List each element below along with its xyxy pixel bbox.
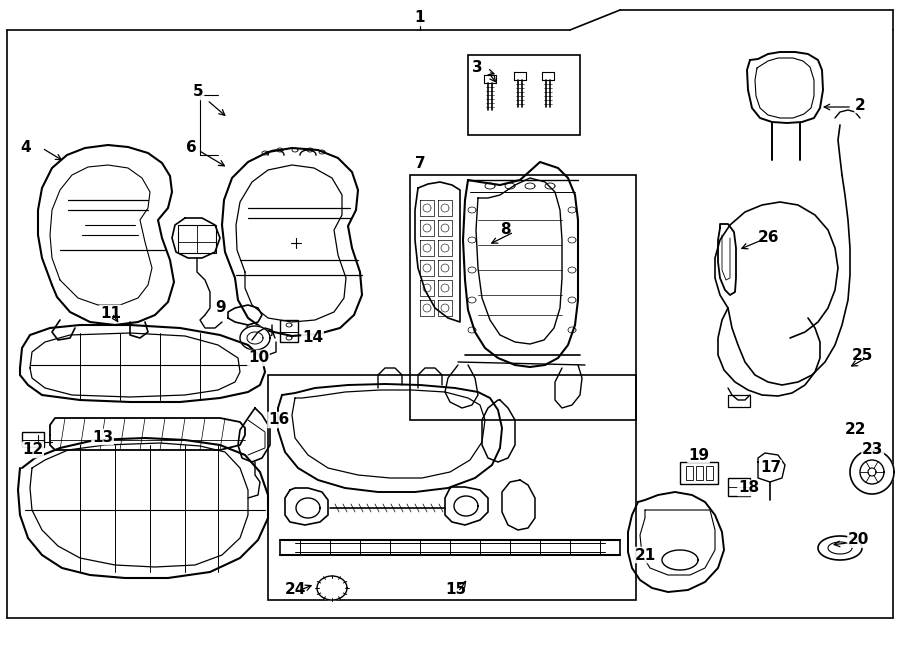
Text: 13: 13	[92, 430, 113, 444]
Bar	[696, 466, 703, 480]
Bar	[728, 478, 750, 496]
Bar	[22, 432, 44, 447]
Text: 8: 8	[500, 223, 510, 237]
Polygon shape	[296, 498, 320, 518]
Text: 23: 23	[862, 442, 884, 457]
Bar	[706, 466, 713, 480]
Polygon shape	[850, 450, 894, 494]
Text: 1: 1	[415, 11, 425, 26]
Text: 22: 22	[845, 422, 867, 438]
Polygon shape	[484, 75, 496, 83]
Text: 21: 21	[635, 547, 656, 563]
Polygon shape	[247, 332, 263, 344]
Polygon shape	[828, 542, 852, 554]
Text: 14: 14	[302, 329, 323, 344]
Text: 2: 2	[855, 98, 866, 112]
Text: 4: 4	[20, 141, 31, 155]
Text: 12: 12	[22, 442, 43, 457]
Bar	[410, 175, 636, 420]
Polygon shape	[868, 468, 876, 476]
Bar	[178, 225, 216, 253]
Bar	[280, 320, 298, 342]
Polygon shape	[317, 576, 347, 600]
Text: 10: 10	[248, 350, 269, 366]
Text: 19: 19	[688, 447, 709, 463]
Text: 11: 11	[100, 305, 121, 321]
Bar	[680, 462, 718, 484]
Bar	[268, 375, 636, 600]
Text: 9: 9	[215, 301, 226, 315]
Bar	[728, 395, 750, 407]
Text: 15: 15	[445, 582, 466, 598]
Polygon shape	[542, 72, 554, 80]
Text: 26: 26	[758, 231, 779, 245]
Text: 3: 3	[472, 61, 482, 75]
Polygon shape	[860, 460, 884, 484]
Text: 17: 17	[760, 461, 781, 475]
Text: 20: 20	[848, 533, 869, 547]
Text: 24: 24	[285, 582, 306, 598]
Bar	[468, 55, 580, 135]
Text: 25: 25	[852, 348, 873, 362]
Polygon shape	[662, 550, 698, 570]
Text: 6: 6	[186, 141, 197, 155]
Polygon shape	[240, 326, 270, 350]
Polygon shape	[818, 536, 862, 560]
Text: 5: 5	[193, 85, 203, 100]
Text: 16: 16	[268, 412, 289, 428]
Polygon shape	[514, 72, 526, 80]
Polygon shape	[454, 496, 478, 516]
Text: 7: 7	[415, 155, 426, 171]
Text: 18: 18	[738, 481, 759, 496]
Bar	[686, 466, 693, 480]
